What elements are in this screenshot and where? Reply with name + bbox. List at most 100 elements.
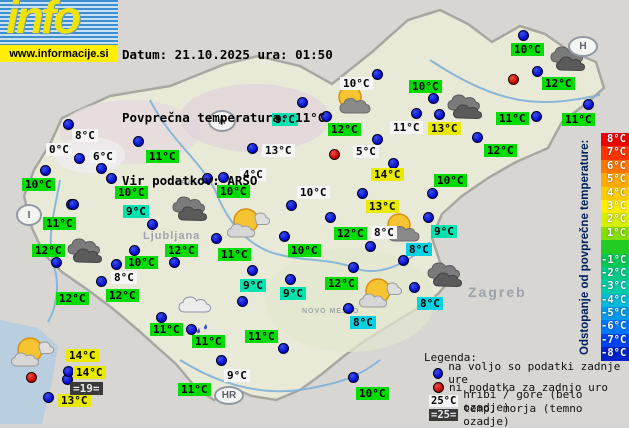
city-label: KRANJ xyxy=(175,180,205,187)
temp-label: 13°C xyxy=(58,394,91,407)
temp-label: 11°C xyxy=(192,335,225,348)
scale-band: 8°C xyxy=(601,133,629,147)
station-dot xyxy=(247,143,258,154)
station-dot xyxy=(279,231,290,242)
legend-item: ni podatka za zadnjo uro xyxy=(424,380,629,394)
temp-label: 5°C xyxy=(353,145,379,158)
temp-label: 9°C xyxy=(224,369,250,382)
temp-label: 10°C xyxy=(434,174,467,187)
scale-band: -3°C xyxy=(601,280,629,294)
temp-label: 11°C xyxy=(390,121,423,134)
station-dot xyxy=(129,245,140,256)
station-dot xyxy=(237,296,248,307)
legend: Legenda: na voljo so podatki zadnje ure n… xyxy=(424,351,629,428)
temp-label: 6°C xyxy=(90,150,116,163)
sun-cloud-light-icon xyxy=(8,333,58,376)
temp-label: 11°C xyxy=(150,323,183,336)
station-dot xyxy=(428,93,439,104)
temp-label: 10°C xyxy=(22,178,55,191)
legend-item-label: ni podatka za zadnjo uro xyxy=(449,380,608,394)
station-dot xyxy=(43,392,54,403)
station-dot xyxy=(40,165,51,176)
scale-band: 6°C xyxy=(601,159,629,174)
station-dot xyxy=(63,119,74,130)
temp-label: 8°C xyxy=(406,243,432,256)
country-sign-h: H xyxy=(568,36,598,57)
scale-band: -4°C xyxy=(601,293,629,308)
temp-label: 10°C xyxy=(511,43,544,56)
station-dot xyxy=(297,97,308,108)
station-dot xyxy=(51,257,62,268)
temp-label: 12°C xyxy=(542,77,575,90)
sun-cloud-light-icon xyxy=(356,274,406,317)
station-dot xyxy=(202,173,213,184)
station-stale-icon xyxy=(433,381,444,393)
header-source: Vir podatkov: ARSO xyxy=(122,173,258,188)
temp-label: 11°C xyxy=(562,113,595,126)
station-dot xyxy=(147,219,158,230)
legend-item-label: na voljo so podatki zadnje ure xyxy=(448,360,621,386)
station-dot xyxy=(583,99,594,110)
temp-label: 10°C xyxy=(409,80,442,93)
legend-item: 25°C hribi / gore (belo ozadje) xyxy=(424,388,629,414)
temp-label: 12°C xyxy=(484,144,517,157)
sun-cloud-icon xyxy=(330,82,376,123)
temp-label: 12°C xyxy=(334,227,367,240)
dark-cloud-icon xyxy=(422,258,468,293)
scale-band: 4°C xyxy=(601,186,629,200)
color-scale-bands: 8°C 7°C 6°C 5°C 4°C 3°C 2°C 1°C -1°C -2°C -3°C -4°C… xyxy=(601,133,629,361)
station-dot xyxy=(111,259,122,270)
temp-label: 9°C xyxy=(272,113,298,126)
station-dot xyxy=(357,188,368,199)
station-dot-stale xyxy=(26,372,37,383)
station-dot xyxy=(365,241,376,252)
temp-label: 14°C xyxy=(371,168,404,181)
station-dot xyxy=(247,265,258,276)
temp-label: 9°C xyxy=(240,279,266,292)
station-dot-stale xyxy=(508,74,519,85)
station-dot xyxy=(427,188,438,199)
station-dot xyxy=(343,303,354,314)
scale-band: -6°C xyxy=(601,320,629,334)
temp-label: 0°C xyxy=(46,143,72,156)
dark-cloud-icon xyxy=(167,192,213,227)
scale-band: -1°C xyxy=(601,253,629,267)
station-dot xyxy=(286,200,297,211)
site-logo-text: info xyxy=(6,0,81,43)
station-dot xyxy=(218,172,229,183)
station-dot xyxy=(321,111,332,122)
station-dot xyxy=(96,163,107,174)
station-dot xyxy=(96,276,107,287)
temp-label: 9°C xyxy=(123,205,149,218)
temp-label: 8°C xyxy=(417,297,443,310)
station-dot xyxy=(133,136,144,147)
temp-label: 11°C xyxy=(146,150,179,163)
site-url[interactable]: www.informacije.si xyxy=(0,45,118,62)
legend-item-label: hribi / gore (belo ozadje) xyxy=(463,388,583,414)
station-dot xyxy=(434,109,445,120)
temp-label: 14°C xyxy=(73,366,106,379)
temp-label: 9°C xyxy=(431,225,457,238)
station-dot xyxy=(325,212,336,223)
legend-title: Legenda: xyxy=(424,351,477,364)
temp-label: 9°C xyxy=(280,287,306,300)
station-dot xyxy=(156,312,167,323)
city-label: Ljubljana xyxy=(143,230,201,242)
legend-item: na voljo so podatki zadnje ure xyxy=(424,360,629,386)
station-dot xyxy=(372,134,383,145)
temp-label: 8°C xyxy=(350,316,376,329)
temp-label: 11°C xyxy=(218,248,251,261)
legend-item: =25= temp. morja (temno ozadje) xyxy=(424,402,629,428)
station-dot xyxy=(285,274,296,285)
station-dot xyxy=(106,173,117,184)
country-sign-hr: HR xyxy=(214,386,244,405)
temp-label: 10°C xyxy=(340,77,373,90)
temp-label: 10°C xyxy=(115,186,148,199)
scale-band: 1°C xyxy=(601,226,629,241)
site-logo[interactable]: info www.informacije.si xyxy=(0,0,118,62)
temp-label: 4°C xyxy=(240,168,266,181)
station-dot xyxy=(472,132,483,143)
temp-label: 12°C xyxy=(106,289,139,302)
station-dot xyxy=(216,355,227,366)
